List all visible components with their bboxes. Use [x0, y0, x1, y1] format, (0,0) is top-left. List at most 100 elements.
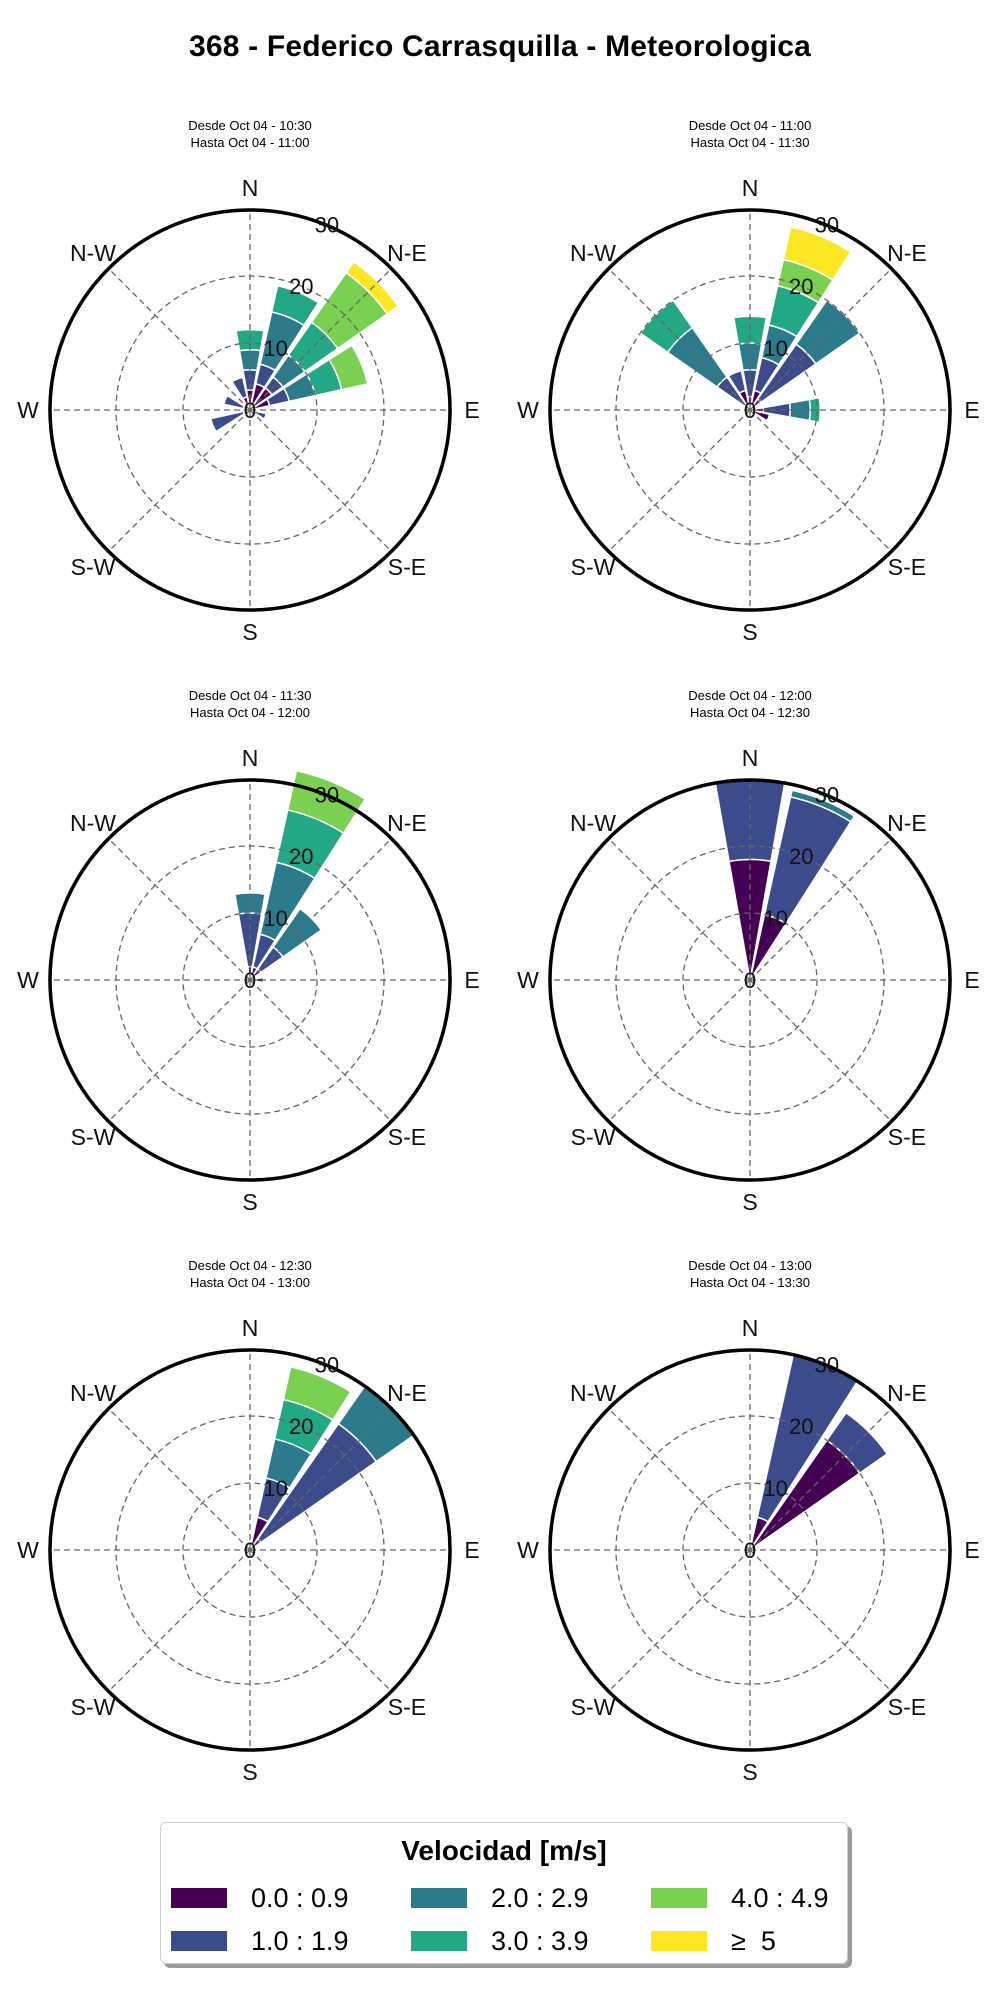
panel-title-from: Desde Oct 04 - 11:30: [189, 688, 312, 703]
grid-spoke: [749, 1408, 892, 1551]
panel-title-to: Hasta Oct 04 - 13:30: [690, 1275, 810, 1290]
direction-label: S-E: [388, 1124, 426, 1150]
direction-label: S-E: [388, 554, 426, 580]
radial-tick-label: 10: [763, 1476, 787, 1501]
direction-label: N-W: [70, 810, 116, 836]
grid-spoke: [249, 1549, 392, 1692]
direction-label: N-W: [570, 1380, 616, 1406]
grid-spoke: [108, 1408, 251, 1551]
windrose-bar: [727, 369, 747, 395]
windrose-bar: [251, 409, 268, 421]
windrose-bar: [230, 376, 248, 400]
direction-label: S-E: [388, 1694, 426, 1720]
radial-tick-label: 0: [744, 398, 756, 423]
legend-swatch: [651, 1931, 707, 1951]
windrose-bar: [789, 789, 856, 823]
windrose-bar: [235, 328, 265, 352]
direction-label: N-E: [887, 1380, 927, 1406]
windrose-bar: [282, 1365, 352, 1422]
radial-tick-label: 0: [244, 968, 256, 993]
grid-spoke: [249, 979, 392, 1122]
grid-spoke: [108, 268, 251, 411]
grid-spoke: [108, 979, 251, 1122]
windrose-bar: [286, 769, 367, 835]
direction-label: N-W: [570, 240, 616, 266]
radial-tick-label: 10: [263, 336, 287, 361]
outer-circle: [548, 1348, 952, 1752]
radial-tick-label: 0: [244, 398, 256, 423]
direction-label: S-E: [888, 1124, 926, 1150]
legend-swatch: [411, 1931, 467, 1951]
panel-title-from: Desde Oct 04 - 12:30: [188, 1258, 312, 1273]
grid-spoke: [608, 1549, 751, 1692]
legend-label: ≥ 5: [731, 1925, 776, 1956]
direction-label: N: [242, 175, 259, 201]
grid-ring: [182, 342, 318, 478]
radial-tick-label: 30: [315, 212, 339, 237]
grid-spoke: [608, 409, 751, 552]
direction-label: S-W: [71, 554, 116, 580]
radial-tick-label: 30: [815, 212, 839, 237]
windrose-bar: [749, 409, 771, 422]
direction-label: W: [17, 967, 39, 993]
direction-label: N-E: [887, 240, 927, 266]
panel-title-to: Hasta Oct 04 - 12:30: [690, 705, 810, 720]
legend-label: 0.0 : 0.9: [251, 1882, 349, 1913]
direction-label: N-E: [387, 240, 427, 266]
windrose-bar: [782, 225, 852, 282]
direction-label: W: [517, 967, 539, 993]
grid-spoke: [749, 268, 892, 411]
radial-tick-label: 20: [289, 274, 313, 299]
panel-title-to: Hasta Oct 04 - 13:00: [190, 1275, 310, 1290]
legend-item: 0.0 : 0.9: [171, 1883, 349, 1913]
radial-tick-label: 10: [763, 336, 787, 361]
direction-label: N: [742, 745, 759, 771]
direction-label: S-W: [71, 1694, 116, 1720]
grid-ring: [682, 342, 818, 478]
page-title: 368 - Federico Carrasquilla - Meteorolog…: [188, 30, 812, 63]
grid-spoke: [108, 409, 251, 552]
radial-tick-label: 20: [789, 274, 813, 299]
windrose-panel: Desde Oct 04 - 11:30 Hasta Oct 04 - 12:00…: [17, 688, 480, 1215]
direction-label: S-E: [888, 554, 926, 580]
legend-item: ≥ 5: [651, 1926, 776, 1956]
panel-title-from: Desde Oct 04 - 13:00: [688, 1258, 812, 1273]
direction-label: N-E: [887, 810, 927, 836]
panel-title-from: Desde Oct 04 - 12:00: [688, 688, 812, 703]
grid-spoke: [749, 979, 892, 1122]
windrose-panel: Desde Oct 04 - 13:00 Hasta Oct 04 - 13:30…: [517, 1258, 980, 1785]
direction-label: S: [242, 1189, 257, 1215]
grid-spoke: [249, 268, 392, 411]
radial-tick-label: 20: [789, 844, 813, 869]
grid-spoke: [108, 838, 251, 981]
direction-label: S: [742, 1759, 757, 1785]
windrose-charts: Desde Oct 04 - 10:30 Hasta Oct 04 - 11:00…: [17, 118, 980, 1785]
radial-tick-label: 30: [815, 1352, 839, 1377]
direction-label: S-E: [888, 1694, 926, 1720]
grid-spoke: [249, 409, 392, 552]
legend-item: 4.0 : 4.9: [651, 1883, 829, 1913]
grid-ring: [682, 1482, 818, 1618]
direction-label: E: [964, 1537, 979, 1563]
legend-title: Velocidad [m/s]: [401, 1835, 607, 1866]
legend-item: 2.0 : 2.9: [411, 1883, 589, 1913]
grid-ring: [182, 912, 318, 1048]
panel-title-from: Desde Oct 04 - 10:30: [188, 118, 312, 133]
direction-label: N: [742, 175, 759, 201]
direction-label: N: [742, 1315, 759, 1341]
legend-item: 1.0 : 1.9: [171, 1926, 349, 1956]
grid-spoke: [608, 1408, 751, 1551]
legend-label: 4.0 : 4.9: [731, 1882, 829, 1913]
legend-label: 3.0 : 3.9: [491, 1925, 589, 1956]
grid-spoke: [608, 268, 751, 411]
direction-label: E: [964, 397, 979, 423]
radial-tick-label: 30: [815, 782, 839, 807]
grid-spoke: [749, 409, 892, 552]
panel-title-to: Hasta Oct 04 - 11:00: [191, 135, 310, 150]
windrose-panel: Desde Oct 04 - 11:00 Hasta Oct 04 - 11:30…: [517, 118, 980, 645]
legend-label: 2.0 : 2.9: [491, 1882, 589, 1913]
direction-label: W: [517, 397, 539, 423]
outer-circle: [48, 208, 452, 612]
grid-spoke: [608, 979, 751, 1122]
direction-label: S-W: [571, 1694, 616, 1720]
